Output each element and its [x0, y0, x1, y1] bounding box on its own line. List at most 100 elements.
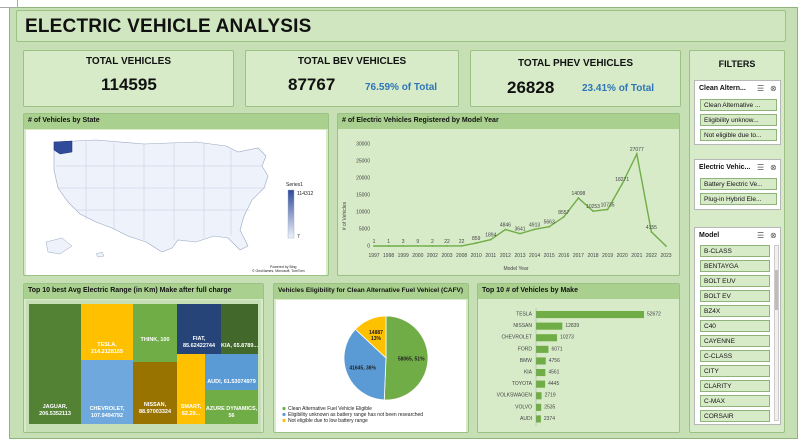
- pie-slice: [354, 315, 387, 359]
- make-chart-area[interactable]: TESLA 52672 NISSAN 12839 CHEVROLET 10273 FORD 6…: [480, 300, 677, 432]
- slicer-cafv-item[interactable]: Not eligible due to...: [700, 129, 777, 141]
- slicer-ev-type[interactable]: Electric Vehic... ☰ ⊗ Battery Electric V…: [694, 159, 781, 210]
- line-point: [562, 216, 565, 218]
- pie-panel-title: Vehicles Eligibility for Clean Alternati…: [274, 284, 468, 299]
- slicer-model-scrollbar[interactable]: [774, 245, 779, 421]
- slicer-model-item[interactable]: BENTAYGA: [700, 260, 770, 272]
- line-point-label: 22: [444, 239, 450, 245]
- treemap-cell-think: THINK, 100: [133, 304, 177, 362]
- line-xtick-label: 2000: [412, 253, 423, 259]
- washington-state: [53, 140, 73, 155]
- line-point-label: 8557: [558, 210, 569, 216]
- slicer-model-item[interactable]: BOLT EUV: [700, 275, 770, 287]
- slicer-model-item[interactable]: CLARITY: [700, 380, 770, 392]
- scrollbar-thumb[interactable]: [775, 270, 778, 310]
- slicer-cafv-item[interactable]: Clean Alternative ...: [700, 99, 777, 111]
- multi-select-icon[interactable]: ☰: [757, 163, 765, 172]
- treemap-area[interactable]: JAGUAR, 206.5352113 TESLA, 214.2128165 C…: [26, 300, 261, 432]
- bar: [536, 345, 549, 353]
- line-point-label: 3641: [514, 227, 525, 233]
- line-point: [460, 245, 463, 247]
- line-point: [650, 230, 653, 233]
- line-point-label: 4913: [529, 222, 540, 228]
- bar-category-label: VOLKSWAGEN: [497, 393, 533, 399]
- slicer-model-item[interactable]: C-CLASS: [700, 350, 770, 362]
- line-chart: # of Vehicles Model Year 0 5000 10000 15000…: [342, 142, 672, 273]
- line-point: [519, 232, 521, 235]
- pie-legend-marker: [282, 412, 286, 417]
- pie-legend-marker: [282, 406, 286, 411]
- line-xtick-label: 1999: [398, 253, 409, 259]
- bar-category-label: CHEVROLET: [501, 335, 532, 341]
- kpi-bev-pct: 76.59% of Total: [365, 82, 438, 93]
- kpi-phev-value: 26828: [507, 78, 555, 97]
- bar-value-label: 2535: [544, 404, 555, 410]
- line-xtick-label: 2020: [617, 253, 628, 259]
- line-xtick-label: 2022: [646, 253, 657, 259]
- line-point: [402, 245, 405, 247]
- bar-category-label: AUDI: [520, 416, 532, 422]
- line-point-label: 10253: [586, 204, 600, 210]
- treemap-cell-fiat: FIAT, 85.62422744: [177, 304, 221, 354]
- make-panel: Top 10 # of Vehicles by Make TESLA 52672 N…: [477, 283, 680, 433]
- slicer-model[interactable]: Model ☰ ⊗ B-CLASS BENTAYGA BOLT EUV BOLT…: [694, 227, 781, 425]
- pie-slice-label: 58065, 51%: [398, 357, 425, 363]
- map-area[interactable]: Series1 114312 7 Powered by Bing © GeoNa…: [26, 130, 326, 275]
- pie-panel: Vehicles Eligibility for Clean Alternati…: [273, 283, 469, 433]
- pie-area[interactable]: 58065, 51% 41645, 36% 14887 13% Clean Altern…: [276, 300, 466, 432]
- slicer-model-item[interactable]: CITY: [700, 365, 770, 377]
- bar-category-label: NISSAN: [513, 323, 532, 329]
- line-chart-area[interactable]: # of Vehicles Model Year 0 5000 10000 15000…: [340, 130, 677, 275]
- bar-value-label: 2719: [545, 393, 556, 399]
- line-panel: # of Electric Vehicles Registered by Mod…: [337, 113, 680, 276]
- line-xtick-label: 2012: [500, 253, 511, 259]
- slicer-model-item[interactable]: BZ4X: [700, 305, 770, 317]
- kpi-phev-vehicles: TOTAL PHEV VEHICLES 26828 23.41% of Tota…: [470, 50, 681, 107]
- multi-select-icon[interactable]: ☰: [757, 84, 765, 93]
- clear-filter-icon[interactable]: ⊗: [770, 231, 777, 240]
- pie-slice-label: 13%: [371, 336, 382, 342]
- pie-slice-label: 14887: [369, 330, 383, 336]
- line-xtick-label: 2013: [514, 253, 525, 259]
- line-point: [548, 225, 551, 228]
- treemap-cell-kia: KIA, 65.8789...: [221, 304, 258, 354]
- slicer-cafv-item[interactable]: Eligibility unknow...: [700, 114, 777, 126]
- map-panel-title: # of Vehicles by State: [24, 114, 328, 129]
- slicer-model-item[interactable]: C-MAX: [700, 395, 770, 407]
- line-point-label: 3: [402, 239, 405, 245]
- bar-value-label: 4561: [548, 370, 559, 376]
- slicer-model-item[interactable]: C40: [700, 320, 770, 332]
- filters-title: FILTERS: [718, 59, 756, 69]
- clear-filter-icon[interactable]: ⊗: [770, 84, 777, 93]
- line-point: [446, 245, 448, 247]
- kpi-bev-value: 87767: [288, 75, 336, 94]
- map-credit-bing: Powered by Bing: [270, 265, 297, 269]
- line-point-label: 14098: [571, 191, 585, 197]
- line-xtick-label: 2014: [529, 253, 540, 259]
- multi-select-icon[interactable]: ☰: [757, 231, 765, 240]
- line-xtick-label: 2011: [485, 253, 496, 259]
- line-point-label: 1: [387, 239, 390, 245]
- line-xlabel: Model Year: [503, 266, 528, 272]
- line-point: [577, 197, 580, 199]
- alaska-shape: [45, 237, 73, 255]
- bar: [536, 403, 542, 411]
- clear-filter-icon[interactable]: ⊗: [770, 163, 777, 172]
- slicer-model-item[interactable]: BOLT EV: [700, 290, 770, 302]
- make-panel-title: Top 10 # of Vehicles by Make: [478, 284, 679, 299]
- slicer-model-item[interactable]: B-CLASS: [700, 245, 770, 257]
- bar-value-label: 10273: [560, 335, 574, 341]
- slicer-model-item[interactable]: CORSAIR: [700, 410, 770, 422]
- slicer-ev-type-item[interactable]: Battery Electric Ve...: [700, 178, 777, 190]
- slicer-cafv[interactable]: Clean Altern... ☰ ⊗ Clean Alternative ..…: [694, 80, 781, 145]
- slicer-model-item[interactable]: CAYENNE: [700, 335, 770, 347]
- bar-category-label: FORD: [518, 346, 533, 352]
- slicer-ev-type-item[interactable]: Plug-in Hybrid Ele...: [700, 193, 777, 205]
- bar: [536, 415, 541, 423]
- line-panel-title: # of Electric Vehicles Registered by Mod…: [338, 114, 679, 129]
- bar: [536, 369, 546, 377]
- line-ylabel: # of Vehicles: [342, 201, 348, 230]
- map-legend-min: 7: [297, 234, 300, 240]
- map-credit-geonames: © GeoNames, Microsoft, TomTom: [252, 269, 305, 273]
